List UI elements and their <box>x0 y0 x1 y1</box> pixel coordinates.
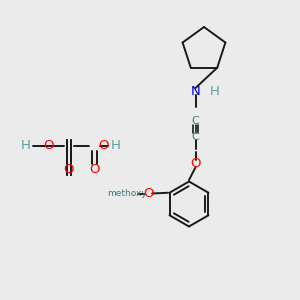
Text: H: H <box>21 139 30 152</box>
Text: methoxy: methoxy <box>108 189 147 198</box>
Text: O: O <box>98 139 109 152</box>
Text: H: H <box>210 85 219 98</box>
Text: C: C <box>192 116 200 127</box>
Text: O: O <box>89 163 100 176</box>
Text: O: O <box>64 163 74 176</box>
Text: O: O <box>143 187 154 200</box>
Text: N: N <box>191 85 200 98</box>
Text: C: C <box>192 131 200 142</box>
Text: H: H <box>111 139 120 152</box>
Text: O: O <box>190 157 201 170</box>
Text: O: O <box>44 139 54 152</box>
